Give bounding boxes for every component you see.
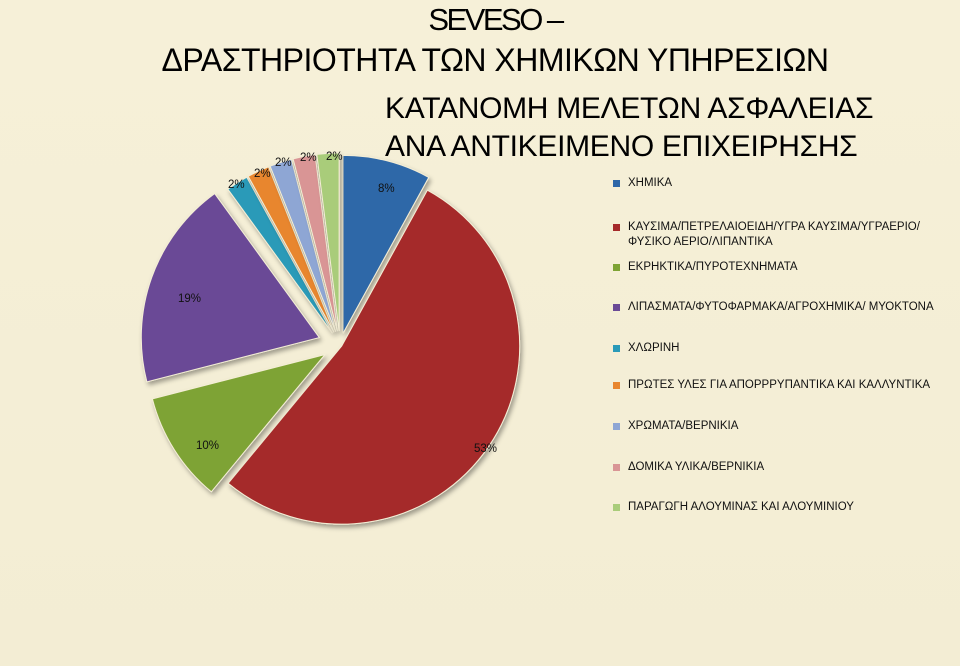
legend-label: ΔΟΜΙΚΑ ΥΛΙΚΑ/ΒΕΡΝΙΚΙΑ [628, 461, 765, 473]
pie-slice-6 [247, 166, 335, 333]
legend-swatch [613, 382, 620, 389]
legend-label: ΧΛΩΡΙΝΗ [628, 342, 680, 354]
legend-item-3: ΕΚΡΗΚΤΙΚΑ/ΠΥΡΟΤΕΧΝΗΜΑΤΑ [613, 260, 958, 275]
pie-slice-5 [227, 176, 333, 334]
legend-item-9: ΠΑΡΑΓΩΓΗ ΑΛΟΥΜΙΝΑΣ ΚΑΙ ΑΛΟΥΜΙΝΙΟΥ [613, 500, 958, 515]
legend-swatch [613, 464, 620, 471]
slice-label-6: 2% [254, 168, 271, 180]
legend-swatch [613, 423, 620, 430]
slice-label-7: 2% [275, 157, 292, 169]
legend-label: ΕΚΡΗΚΤΙΚΑ/ΠΥΡΟΤΕΧΝΗΜΑΤΑ [628, 261, 798, 273]
legend-item-4: ΛΙΠΑΣΜΑΤΑ/ΦΥΤΟΦΑΡΜΑΚΑ/ΑΓΡΟΧΗΜΙΚΑ/ ΜΥΟΚΤΟ… [613, 300, 958, 315]
legend-item-8: ΔΟΜΙΚΑ ΥΛΙΚΑ/ΒΕΡΝΙΚΙΑ [613, 460, 958, 475]
pie-slice-1 [342, 154, 430, 334]
pie-slices [140, 152, 521, 525]
chart-title-line-2: ΑΝΑ ΑΝΤΙΚΕΙΜΕΝΟ ΕΠΙΧΕΙΡΗΣΗΣ [385, 130, 858, 163]
legend-item-7: ΧΡΩΜΑΤΑ/ΒΕΡΝΙΚΙΑ [613, 419, 958, 434]
legend-label: ΚΑΥΣΙΜΑ/ΠΕΤΡΕΛΑΙΟΕΙΔΗ/ΥΓΡΑ ΚΑΥΣΙΜΑ/ΥΓΡΑΕ… [628, 221, 920, 248]
legend-swatch [613, 304, 620, 311]
page-title: SEVESO – [428, 2, 564, 37]
slice-label-4: 19% [178, 293, 201, 305]
pie-slice-4 [140, 192, 321, 383]
slice-label-5: 2% [228, 179, 245, 191]
legend-swatch [613, 504, 620, 511]
chart-title: ΚΑΤΑΝΟΜΗ ΜΕΛΕΤΩΝ ΑΣΦΑΛΕΙΑΣ ΑΝΑ ΑΝΤΙΚΕΙΜΕ… [385, 90, 955, 166]
legend-label: ΠΑΡΑΓΩΓΗ ΑΛΟΥΜΙΝΑΣ ΚΑΙ ΑΛΟΥΜΙΝΙΟΥ [628, 501, 854, 513]
slice-label-8: 2% [300, 152, 317, 164]
slice-label-2: 53% [474, 443, 497, 455]
pie-slice-8 [292, 154, 338, 332]
legend-label: ΠΡΩΤΕΣ ΥΛΕΣ ΓΙΑ ΑΠΟΡΡΡΥΠΑΝΤΙΚΑ ΚΑΙ ΚΑΛΛΥ… [628, 379, 931, 391]
pie-slice-7 [269, 158, 337, 332]
legend-swatch [613, 345, 620, 352]
slice-label-9: 2% [326, 151, 343, 163]
legend-item-1: ΧΗΜΙΚΑ [613, 176, 958, 191]
chart-title-line-1: ΚΑΤΑΝΟΜΗ ΜΕΛΕΤΩΝ ΑΣΦΑΛΕΙΑΣ [385, 92, 874, 125]
pie-slice-9 [316, 152, 340, 332]
pie-slice-3 [151, 353, 327, 493]
legend-item-2: ΚΑΥΣΙΜΑ/ΠΕΤΡΕΛΑΙΟΕΙΔΗ/ΥΓΡΑ ΚΑΥΣΙΜΑ/ΥΓΡΑΕ… [613, 220, 958, 250]
pie-slice-labels: 8% 53% 10% 19% 2% 2% 2% 2% 2% [178, 151, 497, 455]
page-subtitle: ΔΡΑΣΤΗΡΙΟΤΗΤΑ ΤΩΝ ΧΗΜΙΚΩΝ ΥΠΗΡΕΣΙΩΝ [161, 42, 830, 78]
legend-label: ΧΗΜΙΚΑ [628, 177, 673, 189]
pie-slice-2 [227, 189, 521, 525]
slice-label-1: 8% [378, 183, 395, 195]
legend-label: ΧΡΩΜΑΤΑ/ΒΕΡΝΙΚΙΑ [628, 420, 739, 432]
slice-label-3: 10% [196, 440, 219, 452]
legend-label: ΛΙΠΑΣΜΑΤΑ/ΦΥΤΟΦΑΡΜΑΚΑ/ΑΓΡΟΧΗΜΙΚΑ/ ΜΥΟΚΤΟ… [628, 301, 934, 313]
legend-item-5: ΧΛΩΡΙΝΗ [613, 341, 958, 356]
legend-item-6: ΠΡΩΤΕΣ ΥΛΕΣ ΓΙΑ ΑΠΟΡΡΡΥΠΑΝΤΙΚΑ ΚΑΙ ΚΑΛΛΥ… [613, 378, 958, 393]
legend-swatch [613, 180, 620, 187]
legend-swatch [613, 264, 620, 271]
legend-swatch [613, 224, 620, 231]
